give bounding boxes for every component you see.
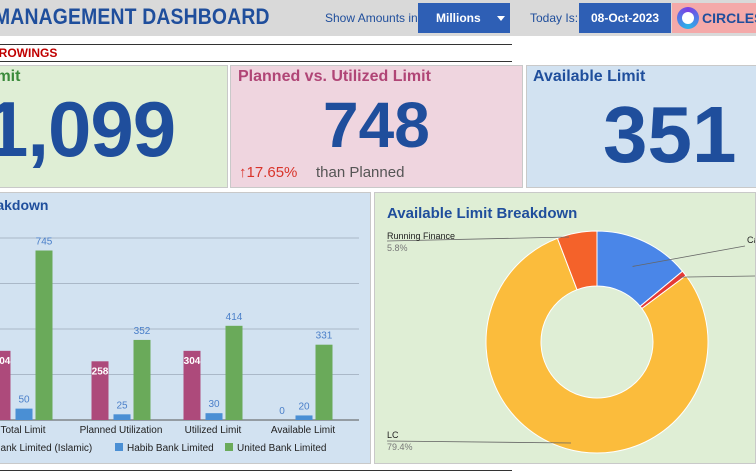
legend-swatch bbox=[115, 443, 123, 451]
available-limit-label: Available Limit bbox=[533, 68, 646, 85]
leader-line bbox=[679, 275, 755, 278]
x-tick-label: Utilized Limit bbox=[185, 425, 242, 436]
slice-label: Ca bbox=[747, 235, 756, 245]
available-breakdown-panel: Available Limit Breakdown Ca LC 79.4% Runni… bbox=[374, 192, 756, 464]
bar bbox=[15, 408, 33, 420]
total-limit-card: imit 1,099 bbox=[0, 65, 228, 188]
chevron-down-icon[interactable] bbox=[497, 16, 505, 21]
bar bbox=[113, 414, 131, 420]
bar-label: 745 bbox=[36, 237, 53, 248]
bar bbox=[183, 350, 201, 420]
legend-swatch bbox=[225, 443, 233, 451]
bar-label: 304 bbox=[0, 356, 11, 367]
leader-line bbox=[632, 245, 746, 267]
slice-percent: 5.8% bbox=[387, 243, 408, 253]
leader-line bbox=[386, 440, 572, 444]
bar bbox=[0, 350, 11, 420]
brand-logo: CIRCLES bbox=[672, 3, 756, 33]
legend-label: United Bank Limited bbox=[237, 443, 327, 454]
dashboard-title: MANAGEMENT DASHBOARD bbox=[0, 4, 270, 29]
dashboard-header: MANAGEMENT DASHBOARD Show Amounts in Mil… bbox=[0, 0, 756, 36]
section-divider-bottom bbox=[0, 61, 512, 62]
section-divider-top bbox=[0, 44, 512, 45]
circle-logo-hole bbox=[682, 12, 694, 24]
x-tick-label: Total Limit bbox=[0, 425, 45, 436]
amount-unit-dropdown[interactable]: Millions bbox=[418, 3, 510, 33]
pie-chart-title: Available Limit Breakdown bbox=[387, 205, 578, 222]
bar-label: 304 bbox=[184, 356, 201, 367]
donut-chart: Ca LC 79.4% Running Finance 5.8% bbox=[386, 230, 756, 454]
brand-name: CIRCLES bbox=[702, 10, 756, 26]
today-label: Today Is: bbox=[530, 11, 579, 25]
total-limit-value: 1,099 bbox=[0, 85, 176, 173]
bottom-divider bbox=[0, 470, 512, 471]
planned-delta: ↑17.65% bbox=[239, 164, 298, 181]
today-date: 08-Oct-2023 bbox=[579, 3, 671, 33]
total-limit-label: imit bbox=[0, 68, 21, 85]
slice-percent: 79.4% bbox=[387, 442, 413, 452]
bar bbox=[35, 250, 53, 420]
bar-label: 0 bbox=[279, 406, 285, 417]
bar bbox=[205, 413, 223, 420]
bar bbox=[225, 325, 243, 420]
bar-chart-title: Breakdown bbox=[0, 197, 49, 213]
bar-label: 50 bbox=[18, 395, 30, 406]
bar bbox=[315, 344, 333, 420]
bar-label: 414 bbox=[226, 312, 243, 323]
bar-chart: 304 50 745 Total Limit 258 25 352 Planned Utili… bbox=[0, 237, 359, 454]
limit-breakdown-panel: Breakdown 304 50 745 Total Limit 258 25 352 Pla… bbox=[0, 192, 371, 464]
bar bbox=[91, 361, 109, 420]
bar-label: 258 bbox=[92, 366, 109, 377]
bar-label: 20 bbox=[298, 401, 310, 412]
bar-label: 331 bbox=[316, 331, 333, 342]
amount-unit-label: Show Amounts in bbox=[325, 11, 418, 25]
bar-label: 352 bbox=[134, 326, 151, 337]
bar bbox=[295, 415, 313, 420]
legend-label: kari Bank Limited (Islamic) bbox=[0, 443, 92, 454]
section-title: RROWINGS bbox=[0, 46, 58, 60]
slice-label: LC bbox=[387, 430, 399, 440]
planned-vs-utilized-value: 748 bbox=[323, 89, 430, 161]
available-limit-value: 351 bbox=[603, 90, 737, 179]
planned-vs-utilized-label: Planned vs. Utilized Limit bbox=[238, 68, 431, 85]
available-limit-card: Available Limit 351 bbox=[526, 65, 756, 188]
bar bbox=[133, 339, 151, 420]
planned-delta-note: than Planned bbox=[316, 164, 405, 181]
planned-vs-utilized-card: Planned vs. Utilized Limit 748 ↑17.65% t… bbox=[230, 65, 523, 188]
slice-label: Running Finance bbox=[387, 231, 455, 241]
bar-label: 25 bbox=[116, 400, 128, 411]
leader-line bbox=[386, 236, 570, 242]
amount-unit-value: Millions bbox=[436, 11, 481, 25]
donut-slice bbox=[556, 230, 598, 291]
bar-label: 30 bbox=[208, 399, 220, 410]
x-tick-label: Planned Utilization bbox=[80, 425, 163, 436]
donut-slice bbox=[485, 237, 709, 454]
legend-label: Habib Bank Limited bbox=[127, 443, 214, 454]
x-tick-label: Available Limit bbox=[271, 425, 336, 436]
